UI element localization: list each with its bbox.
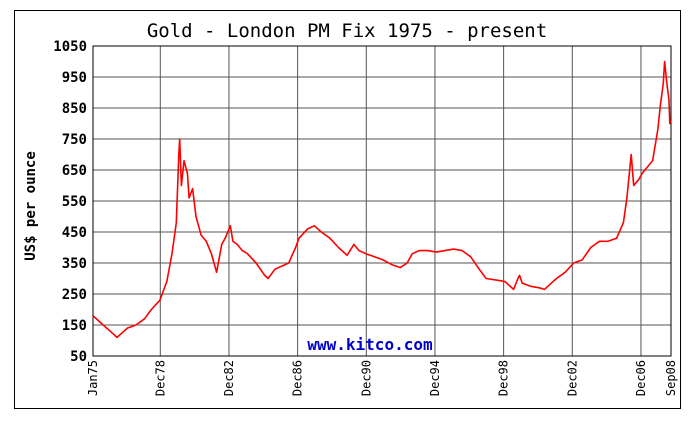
y-tick-label: 750: [62, 132, 87, 148]
chart-title: Gold - London PM Fix 1975 - present: [147, 20, 547, 42]
kitco-watermark: www.kitco.com: [307, 335, 433, 354]
x-tick-label: Dec94: [428, 360, 442, 396]
x-tick-label: Dec82: [222, 360, 236, 396]
x-tick-label: Sep08: [664, 360, 678, 396]
gold-price-chart: 1050 950 850 750 650 550 450 350 250 150 50 Jan75 D…: [23, 20, 678, 396]
y-tick-label: 650: [62, 163, 87, 179]
plot-border: [92, 45, 672, 357]
gold-price-line: [92, 60, 672, 339]
y-tick-label: 1050: [53, 39, 87, 55]
grid-layer: [92, 45, 672, 357]
y-tick-label: 850: [62, 101, 87, 117]
x-tick-label: Dec90: [359, 360, 373, 396]
y-tick-label: 550: [62, 194, 87, 210]
y-tick-label: 250: [62, 287, 87, 303]
x-tick-label: Dec98: [497, 360, 511, 396]
y-tick-label: 150: [62, 318, 87, 334]
y-tick-label: 50: [70, 349, 87, 365]
x-tick-labels: Jan75 Dec78 Dec82 Dec86 Dec90 Dec94 Dec98 Dec02…: [86, 360, 678, 396]
y-tick-labels: 1050 950 850 750 650 550 450 350 250 150 50: [53, 39, 87, 365]
y-tick-label: 350: [62, 256, 87, 272]
x-tick-label: Dec78: [153, 360, 167, 396]
x-tick-label: Jan75: [86, 360, 100, 396]
y-tick-label: 450: [62, 225, 87, 241]
x-tick-label: Dec86: [291, 360, 305, 396]
chart-frame: 1050 950 850 750 650 550 450 350 250 150 50 Jan75 D…: [14, 10, 681, 409]
y-tick-label: 950: [62, 70, 87, 86]
line-layer: [92, 60, 672, 339]
x-tick-label: Dec02: [565, 360, 579, 396]
x-tick-label: Dec06: [634, 360, 648, 396]
y-axis-label: US$ per ounce: [23, 151, 39, 261]
